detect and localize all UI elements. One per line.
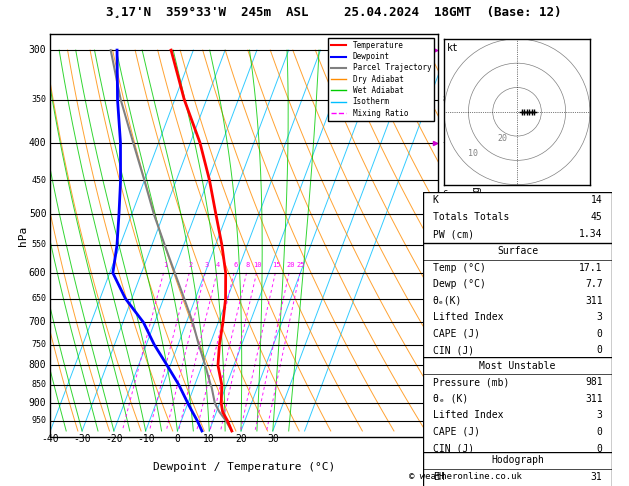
Text: 400: 400 bbox=[29, 138, 47, 148]
Text: EH: EH bbox=[433, 472, 445, 482]
Text: Totals Totals: Totals Totals bbox=[433, 212, 509, 222]
Text: 311: 311 bbox=[585, 394, 603, 404]
Text: 750: 750 bbox=[31, 340, 47, 349]
Text: 8: 8 bbox=[246, 261, 250, 267]
Text: 10: 10 bbox=[203, 434, 215, 444]
Text: 1.34: 1.34 bbox=[579, 229, 603, 239]
Text: 3: 3 bbox=[442, 318, 447, 327]
Text: Dewpoint / Temperature (°C): Dewpoint / Temperature (°C) bbox=[153, 462, 335, 471]
Text: 650: 650 bbox=[31, 294, 47, 303]
Text: 0: 0 bbox=[174, 434, 181, 444]
Text: Dewp (°C): Dewp (°C) bbox=[433, 279, 486, 289]
Text: Lifted Index: Lifted Index bbox=[433, 410, 503, 420]
Text: 500: 500 bbox=[29, 209, 47, 219]
FancyBboxPatch shape bbox=[423, 357, 612, 457]
Text: 0: 0 bbox=[597, 346, 603, 355]
Text: CAPE (J): CAPE (J) bbox=[433, 329, 480, 339]
Text: 600: 600 bbox=[29, 268, 47, 278]
Text: 0: 0 bbox=[597, 444, 603, 453]
Text: 4: 4 bbox=[216, 261, 220, 267]
Text: 950: 950 bbox=[31, 416, 47, 425]
FancyBboxPatch shape bbox=[423, 452, 612, 486]
Text: θₑ (K): θₑ (K) bbox=[433, 394, 468, 404]
Text: 7: 7 bbox=[442, 142, 447, 151]
Text: 900: 900 bbox=[29, 398, 47, 408]
Text: 450: 450 bbox=[31, 176, 47, 185]
Text: 850: 850 bbox=[31, 381, 47, 389]
Text: 3: 3 bbox=[597, 410, 603, 420]
Text: K: K bbox=[433, 195, 438, 206]
Text: 0: 0 bbox=[597, 427, 603, 437]
Text: 45: 45 bbox=[591, 212, 603, 222]
Text: 800: 800 bbox=[29, 361, 47, 370]
Text: 10: 10 bbox=[469, 149, 479, 157]
Text: 2: 2 bbox=[442, 359, 447, 368]
Text: 550: 550 bbox=[31, 241, 47, 249]
Text: 31: 31 bbox=[591, 472, 603, 482]
Text: 981: 981 bbox=[585, 377, 603, 387]
Text: PW (cm): PW (cm) bbox=[433, 229, 474, 239]
Text: 0: 0 bbox=[597, 329, 603, 339]
Text: θₑ(K): θₑ(K) bbox=[433, 296, 462, 306]
Text: 5: 5 bbox=[442, 235, 447, 243]
FancyBboxPatch shape bbox=[423, 243, 612, 359]
Text: 4: 4 bbox=[442, 268, 447, 278]
Text: 30: 30 bbox=[267, 434, 279, 444]
Text: © weatheronline.co.uk: © weatheronline.co.uk bbox=[409, 472, 522, 481]
Text: 3: 3 bbox=[204, 261, 209, 267]
Text: 20: 20 bbox=[235, 434, 247, 444]
Text: 1: 1 bbox=[163, 261, 167, 267]
FancyBboxPatch shape bbox=[423, 192, 612, 243]
Text: 311: 311 bbox=[585, 296, 603, 306]
Text: 700: 700 bbox=[29, 317, 47, 328]
Text: 3¸17'N  359°33'W  245m  ASL: 3¸17'N 359°33'W 245m ASL bbox=[106, 6, 309, 19]
Text: -20: -20 bbox=[105, 434, 123, 444]
Text: Temp (°C): Temp (°C) bbox=[433, 263, 486, 273]
Text: Hodograph: Hodograph bbox=[491, 455, 544, 465]
Text: LCL: LCL bbox=[442, 382, 458, 391]
Text: 3: 3 bbox=[597, 312, 603, 322]
Text: CIN (J): CIN (J) bbox=[433, 346, 474, 355]
Text: 8: 8 bbox=[442, 95, 447, 104]
Text: 2: 2 bbox=[189, 261, 192, 267]
Text: 1: 1 bbox=[442, 408, 447, 417]
Text: -40: -40 bbox=[42, 434, 59, 444]
Text: 350: 350 bbox=[31, 95, 47, 104]
Text: 20: 20 bbox=[498, 134, 508, 143]
Text: 15: 15 bbox=[272, 261, 281, 267]
Text: 10: 10 bbox=[253, 261, 262, 267]
Text: kt: kt bbox=[447, 43, 459, 53]
Text: -10: -10 bbox=[137, 434, 155, 444]
Text: 25.04.2024  18GMT  (Base: 12): 25.04.2024 18GMT (Base: 12) bbox=[344, 6, 562, 19]
Text: Mixing Ratio (g/kg): Mixing Ratio (g/kg) bbox=[472, 180, 482, 292]
Text: -30: -30 bbox=[74, 434, 91, 444]
Text: 25: 25 bbox=[297, 261, 305, 267]
Text: 7.7: 7.7 bbox=[585, 279, 603, 289]
Text: 14: 14 bbox=[591, 195, 603, 206]
Text: 20: 20 bbox=[286, 261, 294, 267]
Legend: Temperature, Dewpoint, Parcel Trajectory, Dry Adiabat, Wet Adiabat, Isotherm, Mi: Temperature, Dewpoint, Parcel Trajectory… bbox=[328, 38, 434, 121]
Text: 17.1: 17.1 bbox=[579, 263, 603, 273]
Text: Most Unstable: Most Unstable bbox=[479, 361, 556, 370]
Text: Lifted Index: Lifted Index bbox=[433, 312, 503, 322]
Text: 6: 6 bbox=[442, 190, 447, 199]
Text: 6: 6 bbox=[233, 261, 237, 267]
Text: 300: 300 bbox=[29, 45, 47, 55]
Text: CAPE (J): CAPE (J) bbox=[433, 427, 480, 437]
Text: hPa: hPa bbox=[18, 226, 28, 246]
Text: Surface: Surface bbox=[497, 246, 538, 256]
Text: Pressure (mb): Pressure (mb) bbox=[433, 377, 509, 387]
Text: CIN (J): CIN (J) bbox=[433, 444, 474, 453]
